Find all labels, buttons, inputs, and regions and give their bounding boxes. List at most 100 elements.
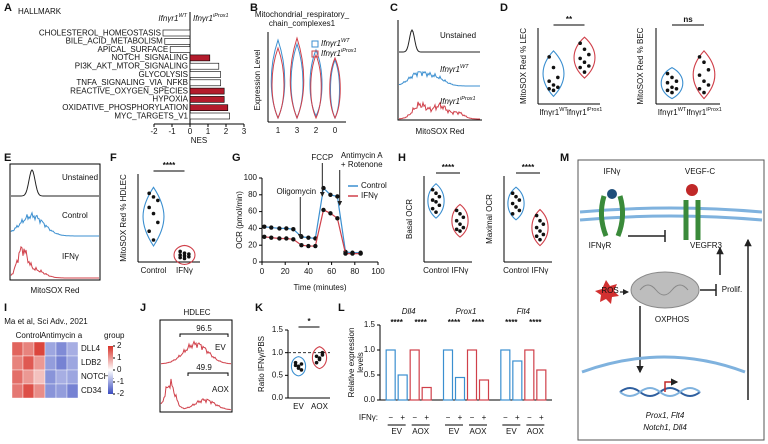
x-tick-label: 20 xyxy=(281,267,290,276)
sign-label: + xyxy=(424,413,429,422)
heatmap-cell xyxy=(11,341,24,357)
bar xyxy=(189,96,225,103)
bar xyxy=(189,71,221,78)
x-tick-label: -2 xyxy=(150,127,158,136)
colorbar-tick-label: 2 xyxy=(117,341,122,350)
x-tick-label: Control xyxy=(503,266,529,275)
dot xyxy=(147,229,151,233)
dot xyxy=(578,56,582,61)
dot xyxy=(674,79,679,83)
dot xyxy=(182,254,187,258)
dot xyxy=(517,198,522,202)
panel-label: G xyxy=(232,152,241,164)
histogram-label: Unstained xyxy=(440,31,476,40)
bar xyxy=(454,376,466,401)
y-tick-label: 1.0 xyxy=(272,348,284,357)
factor-label: IFNγ: xyxy=(359,413,378,422)
annotation: FCCP xyxy=(311,153,333,162)
dot xyxy=(702,60,706,64)
panel-label: K xyxy=(255,302,263,314)
y-axis-label: levels xyxy=(356,352,365,372)
y-tick-label: 0.5 xyxy=(272,370,284,379)
group-label-sup: iProx1 xyxy=(213,13,229,19)
dot xyxy=(670,85,674,90)
point xyxy=(262,224,267,229)
heatmap-cell xyxy=(11,355,24,371)
heatmap-cell xyxy=(11,383,24,399)
significance-label: **** xyxy=(529,318,542,327)
sign-label: − xyxy=(503,413,508,422)
dot xyxy=(702,90,706,95)
heatmap-cell xyxy=(22,383,35,399)
significance-label: **** xyxy=(442,163,455,172)
x-tick-label: EV xyxy=(293,402,304,411)
gate-label: 49.9 xyxy=(196,363,212,372)
frame xyxy=(9,163,101,281)
group-label-sup: WT xyxy=(178,13,187,19)
dot xyxy=(299,362,304,366)
panel-label: A xyxy=(4,2,12,14)
dot xyxy=(147,191,151,196)
ifngr-receptor xyxy=(598,195,626,237)
point xyxy=(313,243,318,249)
chart-title: HDLEC xyxy=(183,308,210,317)
sign-label: + xyxy=(458,413,463,422)
dot xyxy=(582,60,587,64)
histogram-label-base: Ifnγr1 xyxy=(440,65,460,74)
heatmap-cell xyxy=(22,355,35,371)
bar xyxy=(189,54,211,62)
sign-label: + xyxy=(539,413,544,422)
gene-label: Notch1, Dll4 xyxy=(643,423,687,432)
dot xyxy=(534,213,539,218)
frame xyxy=(159,319,233,413)
violin xyxy=(660,66,684,100)
bar xyxy=(409,349,420,401)
significance-label: **** xyxy=(163,161,176,170)
dot xyxy=(510,191,515,195)
violin xyxy=(290,356,307,377)
annotation: + Rotenone xyxy=(341,160,383,169)
dot xyxy=(454,227,459,232)
bar xyxy=(162,29,191,37)
legend-swatch xyxy=(311,50,319,58)
chart-title: Mitochondrial_respiratory_ xyxy=(255,10,350,19)
dot xyxy=(178,253,182,257)
series-line xyxy=(264,186,361,254)
violin xyxy=(142,186,165,248)
histogram xyxy=(160,378,232,411)
bar xyxy=(466,349,478,401)
point xyxy=(321,207,326,213)
x-tick-label: 2 xyxy=(314,126,319,135)
dot xyxy=(538,237,542,242)
row-label: LDB2 xyxy=(81,358,102,367)
gate xyxy=(187,372,229,376)
violin xyxy=(542,50,565,98)
legend-label-base: Ifnγr1 xyxy=(321,39,341,48)
sign-label: + xyxy=(515,413,520,422)
y-tick-label: 1.0 xyxy=(364,345,376,354)
panel-label: B xyxy=(250,2,258,14)
dot xyxy=(293,363,298,368)
bar xyxy=(189,79,221,87)
violin xyxy=(507,186,525,221)
dot xyxy=(437,203,442,208)
legend-label: Ifnγr1WT xyxy=(321,38,350,48)
histogram xyxy=(11,169,99,197)
x-tick-label: 0 xyxy=(333,126,338,135)
dot xyxy=(147,205,151,210)
ligand-label: VEGF-C xyxy=(685,167,715,176)
violin xyxy=(427,183,445,219)
violin xyxy=(573,36,596,79)
bar xyxy=(189,112,230,120)
violin xyxy=(289,36,305,120)
dot xyxy=(156,220,160,225)
x-tick-label: 1 xyxy=(276,126,281,135)
point xyxy=(284,236,289,241)
y-axis-label: OCR (pmol/min) xyxy=(235,191,244,249)
condition-label: AOX xyxy=(527,427,545,436)
heatmap-cell xyxy=(22,341,35,357)
x-tick-label: Control xyxy=(423,266,449,275)
histogram-label: Ifnγr1iProx1 xyxy=(440,96,476,106)
dot xyxy=(578,65,582,70)
